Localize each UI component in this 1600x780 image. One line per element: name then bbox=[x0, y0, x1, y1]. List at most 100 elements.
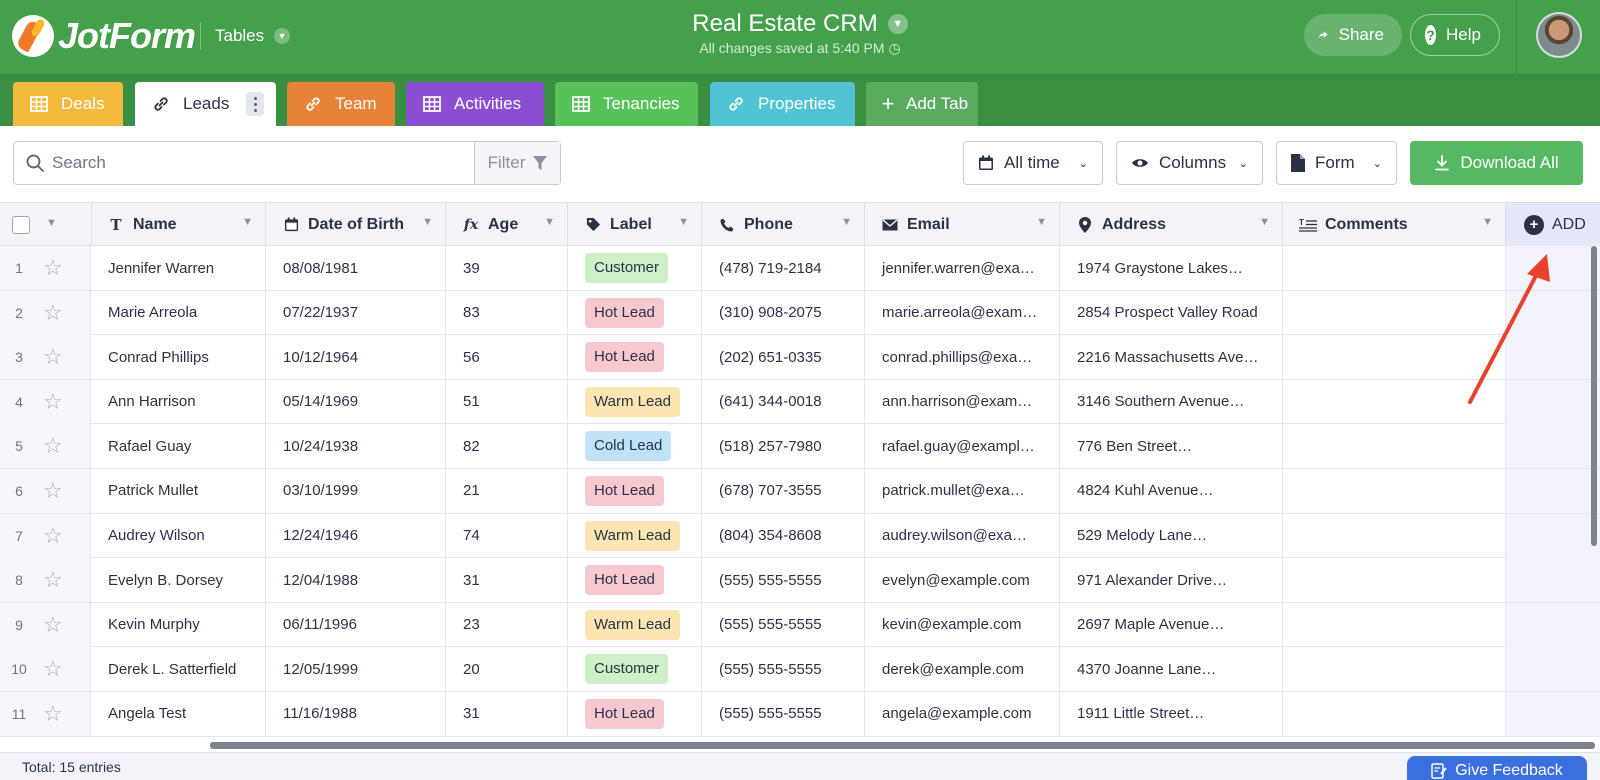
cell-address[interactable]: 4824 Kuhl Avenue… bbox=[1060, 468, 1283, 513]
user-avatar[interactable] bbox=[1536, 12, 1582, 58]
tab-deals[interactable]: Deals bbox=[13, 82, 123, 126]
cell-age[interactable]: 20 bbox=[446, 647, 568, 692]
star-icon[interactable]: ☆ bbox=[43, 477, 63, 503]
filter-button[interactable]: Filter bbox=[474, 142, 560, 184]
cell-age[interactable]: 56 bbox=[446, 335, 568, 380]
cell-email[interactable]: ann.harrison@exam… bbox=[865, 379, 1060, 424]
cell-address[interactable]: 4370 Joanne Lane… bbox=[1060, 647, 1283, 692]
cell-dob[interactable]: 03/10/1999 bbox=[266, 468, 446, 513]
cell-label[interactable]: Customer bbox=[568, 647, 702, 692]
table-row[interactable]: 7 ☆ Audrey Wilson 12/24/1946 74 Warm Lead (804… bbox=[0, 513, 1600, 559]
table-row[interactable]: 2 ☆ Marie Arreola 07/22/1937 83 Hot Lead (310)… bbox=[0, 290, 1600, 336]
add-column-button[interactable]: + ADD bbox=[1506, 203, 1600, 246]
cell-age[interactable]: 51 bbox=[446, 379, 568, 424]
table-row[interactable]: 1 ☆ Jennifer Warren 08/08/1981 39 Customer (47… bbox=[0, 246, 1600, 291]
horizontal-scrollbar[interactable] bbox=[210, 742, 1595, 749]
document-title[interactable]: Real Estate CRM ▼ bbox=[692, 10, 908, 38]
tab-leads[interactable]: Leads bbox=[135, 82, 276, 126]
star-icon[interactable]: ☆ bbox=[43, 656, 63, 682]
cell-dob[interactable]: 07/22/1937 bbox=[266, 290, 446, 335]
cell-phone[interactable]: (555) 555-5555 bbox=[702, 602, 865, 647]
form-dropdown[interactable]: Form ⌄ bbox=[1276, 141, 1397, 185]
cell-phone[interactable]: (555) 555-5555 bbox=[702, 691, 865, 736]
table-row[interactable]: 5 ☆ Rafael Guay 10/24/1938 82 Cold Lead (518) … bbox=[0, 424, 1600, 469]
cell-comments[interactable] bbox=[1283, 647, 1506, 692]
cell-address[interactable]: 2216 Massachusetts Ave… bbox=[1060, 335, 1283, 380]
cell-name[interactable]: Ann Harrison bbox=[91, 379, 266, 424]
cell-comments[interactable] bbox=[1283, 379, 1506, 424]
cell-comments[interactable] bbox=[1283, 558, 1506, 603]
tab-team[interactable]: Team bbox=[287, 82, 395, 126]
product-switcher[interactable]: Tables ▼ bbox=[200, 22, 291, 50]
cell-dob[interactable]: 05/14/1969 bbox=[266, 379, 446, 424]
cell-label[interactable]: Warm Lead bbox=[568, 379, 702, 424]
cell-address[interactable]: 776 Ben Street… bbox=[1060, 424, 1283, 469]
cell-age[interactable]: 23 bbox=[446, 602, 568, 647]
give-feedback-button[interactable]: Give Feedback bbox=[1407, 756, 1587, 780]
cell-age[interactable]: 82 bbox=[446, 424, 568, 469]
cell-comments[interactable] bbox=[1283, 691, 1506, 736]
cell-dob[interactable]: 12/04/1988 bbox=[266, 558, 446, 603]
cell-dob[interactable]: 10/24/1938 bbox=[266, 424, 446, 469]
column-header-comments[interactable]: T Comments ▼ bbox=[1283, 203, 1506, 246]
star-icon[interactable]: ☆ bbox=[43, 299, 63, 325]
star-icon[interactable]: ☆ bbox=[43, 611, 63, 637]
share-button[interactable]: Share bbox=[1304, 14, 1402, 56]
cell-phone[interactable]: (202) 651-0335 bbox=[702, 335, 865, 380]
cell-address[interactable]: 529 Melody Lane… bbox=[1060, 513, 1283, 558]
cell-phone[interactable]: (641) 344-0018 bbox=[702, 379, 865, 424]
cell-dob[interactable]: 06/11/1996 bbox=[266, 602, 446, 647]
chevron-down-icon[interactable]: ▼ bbox=[46, 217, 57, 229]
cell-name[interactable]: Evelyn B. Dorsey bbox=[91, 558, 266, 603]
cell-name[interactable]: Angela Test bbox=[91, 691, 266, 736]
tab-tenancies[interactable]: Tenancies bbox=[555, 82, 698, 126]
table-row[interactable]: 6 ☆ Patrick Mullet 03/10/1999 21 Hot Lead (678… bbox=[0, 468, 1600, 514]
cell-label[interactable]: Warm Lead bbox=[568, 602, 702, 647]
cell-name[interactable]: Rafael Guay bbox=[91, 424, 266, 469]
cell-dob[interactable]: 12/05/1999 bbox=[266, 647, 446, 692]
table-row[interactable]: 8 ☆ Evelyn B. Dorsey 12/04/1988 31 Hot Lead (5… bbox=[0, 558, 1600, 603]
cell-comments[interactable] bbox=[1283, 290, 1506, 335]
star-icon[interactable]: ☆ bbox=[43, 255, 63, 280]
table-row[interactable]: 10 ☆ Derek L. Satterfield 12/05/1999 20 Custo… bbox=[0, 647, 1600, 692]
cell-age[interactable]: 31 bbox=[446, 558, 568, 603]
cell-address[interactable]: 971 Alexander Drive… bbox=[1060, 558, 1283, 603]
cell-name[interactable]: Jennifer Warren bbox=[91, 246, 266, 290]
cell-email[interactable]: marie.arreola@exam… bbox=[865, 290, 1060, 335]
tab-properties[interactable]: Properties bbox=[710, 82, 855, 126]
cell-name[interactable]: Marie Arreola bbox=[91, 290, 266, 335]
cell-phone[interactable]: (804) 354-8608 bbox=[702, 513, 865, 558]
cell-label[interactable]: Warm Lead bbox=[568, 513, 702, 558]
tab-activities[interactable]: Activities bbox=[406, 82, 544, 126]
download-all-button[interactable]: Download All bbox=[1410, 141, 1583, 185]
select-all-checkbox[interactable] bbox=[12, 216, 30, 234]
column-header-age[interactable]: fx Age ▼ bbox=[446, 203, 568, 246]
cell-name[interactable]: Conrad Phillips bbox=[91, 335, 266, 380]
star-icon[interactable]: ☆ bbox=[43, 344, 63, 370]
cell-email[interactable]: kevin@example.com bbox=[865, 602, 1060, 647]
cell-phone[interactable]: (478) 719-2184 bbox=[702, 246, 865, 290]
cell-age[interactable]: 74 bbox=[446, 513, 568, 558]
cell-phone[interactable]: (518) 257-7980 bbox=[702, 424, 865, 469]
cell-name[interactable]: Derek L. Satterfield bbox=[91, 647, 266, 692]
cell-label[interactable]: Cold Lead bbox=[568, 424, 702, 469]
table-row[interactable]: 4 ☆ Ann Harrison 05/14/1969 51 Warm Lead (641)… bbox=[0, 379, 1600, 425]
column-header-label[interactable]: Label ▼ bbox=[568, 203, 702, 246]
cell-dob[interactable]: 08/08/1981 bbox=[266, 246, 446, 290]
cell-comments[interactable] bbox=[1283, 424, 1506, 469]
cell-email[interactable]: rafael.guay@exampl… bbox=[865, 424, 1060, 469]
cell-email[interactable]: patrick.mullet@exa… bbox=[865, 468, 1060, 513]
column-header-email[interactable]: Email ▼ bbox=[865, 203, 1060, 246]
star-icon[interactable]: ☆ bbox=[43, 700, 63, 726]
cell-email[interactable]: evelyn@example.com bbox=[865, 558, 1060, 603]
cell-email[interactable]: jennifer.warren@exa… bbox=[865, 246, 1060, 290]
tab-options-icon[interactable] bbox=[246, 92, 264, 116]
cell-label[interactable]: Hot Lead bbox=[568, 468, 702, 513]
cell-label[interactable]: Hot Lead bbox=[568, 558, 702, 603]
column-header-phone[interactable]: Phone ▼ bbox=[702, 203, 865, 246]
cell-age[interactable]: 83 bbox=[446, 290, 568, 335]
table-row[interactable]: 11 ☆ Angela Test 11/16/1988 31 Hot Lead (555) … bbox=[0, 691, 1600, 737]
cell-email[interactable]: conrad.phillips@exa… bbox=[865, 335, 1060, 380]
cell-age[interactable]: 39 bbox=[446, 246, 568, 290]
cell-address[interactable]: 3146 Southern Avenue… bbox=[1060, 379, 1283, 424]
